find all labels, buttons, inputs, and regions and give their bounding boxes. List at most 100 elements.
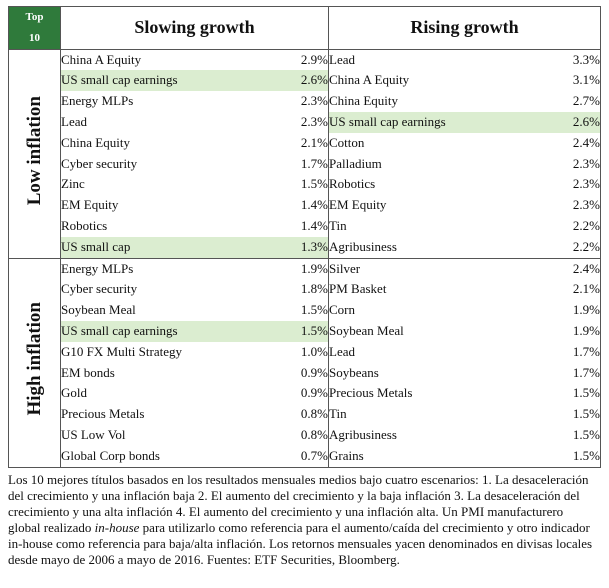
rising-asset-return: 1.9% [548,300,602,321]
rising-asset-name: China Equity [328,91,549,112]
rising-asset-name: Soybeans [328,362,549,384]
table-row: Cyber security 1.7% Palladium 2.3% [9,153,602,175]
top10-table: Top 10 Slowing growth Rising growth Low … [8,6,602,468]
table-row: Lead 2.3% US small cap earnings 2.6% [9,111,602,133]
table-row: G10 FX Multi Strategy 1.0% Lead 1.7% [9,341,602,363]
slowing-asset-name: EM Equity [60,195,279,216]
rising-asset-name: Agribusiness [328,236,549,259]
slowing-asset-return: 1.0% [300,343,329,359]
rising-asset-name: Corn [328,300,549,321]
table-row: Cyber security 1.8% PM Basket 2.1% [9,279,602,301]
rising-asset-return: 1.5% [548,404,602,425]
slowing-asset-name: Energy MLPs [60,91,279,112]
slowing-asset-name: Robotics [60,215,279,237]
rising-asset-name: Palladium [328,153,549,175]
slowing-asset-return: 2.6% [278,70,329,92]
table-row: Zinc 1.5% Robotics 2.3% [9,174,602,196]
table-row: US small cap 1.3% Agribusiness 2.2% [9,236,602,259]
slowing-asset-return: 1.9% [300,260,329,276]
rising-asset-return: 2.3% [548,174,602,196]
slowing-asset-name: Gold [60,383,279,405]
slowing-asset-return: 1.3% [278,236,329,259]
table-row: US small cap earnings 2.6% China A Equity 3… [9,70,602,92]
slowing-asset-return: 1.4% [300,217,329,233]
rising-asset-name: Silver [328,258,549,280]
rising-asset-return: 1.5% [548,383,602,405]
slowing-asset-name: US small cap earnings [60,70,279,92]
table-row: Global Corp bonds 0.7% Grains 1.5% [9,445,602,468]
top10-badge: Top 10 [8,6,61,50]
rising-asset-name: Tin [328,215,549,237]
rising-asset-return: 2.2% [548,236,602,259]
top10-badge-line2: 10 [29,31,40,44]
slowing-asset-name: China Equity [60,132,279,154]
rising-asset-name: Lead [328,49,549,71]
rising-asset-return: 2.1% [548,279,602,301]
slowing-asset-name: Soybean Meal [60,300,279,321]
table-header-row: Top 10 Slowing growth Rising growth [8,6,602,50]
high-inflation-label: High inflation [8,257,61,468]
rising-asset-name: Precious Metals [328,383,549,405]
slowing-asset-return: 0.8% [300,406,329,422]
table-row: US small cap earnings 1.5% Soybean Meal 1.9… [9,320,602,342]
table-row: Energy MLPs 2.3% China Equity 2.7% [9,91,602,112]
slowing-asset-name: US Low Vol [60,424,279,446]
rising-growth-header: Rising growth [328,6,602,50]
rising-asset-return: 1.7% [548,362,602,384]
rising-asset-name: Grains [328,445,549,468]
slowing-asset-return: 2.3% [300,113,329,129]
table-row: Robotics 1.4% Tin 2.2% [9,215,602,237]
rising-asset-name: Lead [328,341,549,363]
slowing-asset-return: 1.5% [300,302,329,318]
rising-asset-return: 2.3% [548,195,602,216]
rising-asset-return: 2.3% [548,153,602,175]
rising-asset-return: 2.2% [548,215,602,237]
table-row: Precious Metals 0.8% Tin 1.5% [9,404,602,425]
rising-asset-name: EM Equity [328,195,549,216]
footnote-text-2: para utilizarlo como referencia para el … [8,519,593,567]
footnote-text-1: Los 10 mejores títulos basados en los re… [8,471,589,535]
table-row: Gold 0.9% Precious Metals 1.5% [9,383,602,405]
slowing-asset-name: Zinc [60,174,279,196]
slowing-asset-name: China A Equity [60,49,279,71]
slowing-asset-name: Energy MLPs [60,258,279,280]
slowing-growth-header: Slowing growth [59,6,329,50]
table-row: Low inflation China A Equity 2.9% Lead 3.3% [8,48,602,259]
rising-asset-return: 2.7% [548,91,602,112]
slowing-asset-return: 0.7% [278,445,329,468]
top10-table-figure: Top 10 Slowing growth Rising growth Low … [8,6,602,568]
rising-asset-return: 1.9% [548,320,602,342]
slowing-asset-return: 1.5% [300,176,329,192]
rising-asset-name: US small cap earnings [328,111,549,133]
rising-asset-name: Agribusiness [328,424,549,446]
table-row: High inflation Energy MLPs 1.9% Silver 2.4% [8,257,602,468]
slowing-asset-name: Global Corp bonds [60,445,279,468]
slowing-asset-name: EM bonds [60,362,279,384]
top10-badge-line1: Top [25,11,44,23]
slowing-asset-return: 0.8% [300,426,329,442]
rising-asset-return: 1.7% [548,341,602,363]
slowing-asset-return: 1.4% [300,197,329,213]
slowing-asset-name: US small cap [60,236,279,259]
slowing-asset-return: 1.8% [300,281,329,297]
slowing-asset-name: Lead [60,111,279,133]
low-inflation-label: Low inflation [8,48,61,259]
footnote-emphasis: in-house [94,519,140,535]
table-row: China Equity 2.1% Cotton 2.4% [9,132,602,154]
slowing-asset-name: Cyber security [60,153,279,175]
rising-asset-name: Soybean Meal [328,320,549,342]
slowing-asset-name: G10 FX Multi Strategy [60,341,279,363]
slowing-asset-name: Cyber security [60,279,279,301]
table-row: Soybean Meal 1.5% Corn 1.9% [9,300,602,321]
rising-asset-name: Tin [328,404,549,425]
rising-asset-return: 1.5% [548,445,602,468]
rising-asset-name: Robotics [328,174,549,196]
group-label-text: High inflation [23,302,45,416]
rising-asset-return: 2.6% [548,111,602,133]
table-row: EM Equity 1.4% EM Equity 2.3% [9,195,602,216]
slowing-asset-return: 2.3% [300,93,329,109]
rising-asset-name: China A Equity [328,70,549,92]
rising-asset-return: 2.4% [548,132,602,154]
slowing-asset-return: 2.9% [300,51,329,67]
slowing-asset-name: US small cap earnings [60,320,279,342]
